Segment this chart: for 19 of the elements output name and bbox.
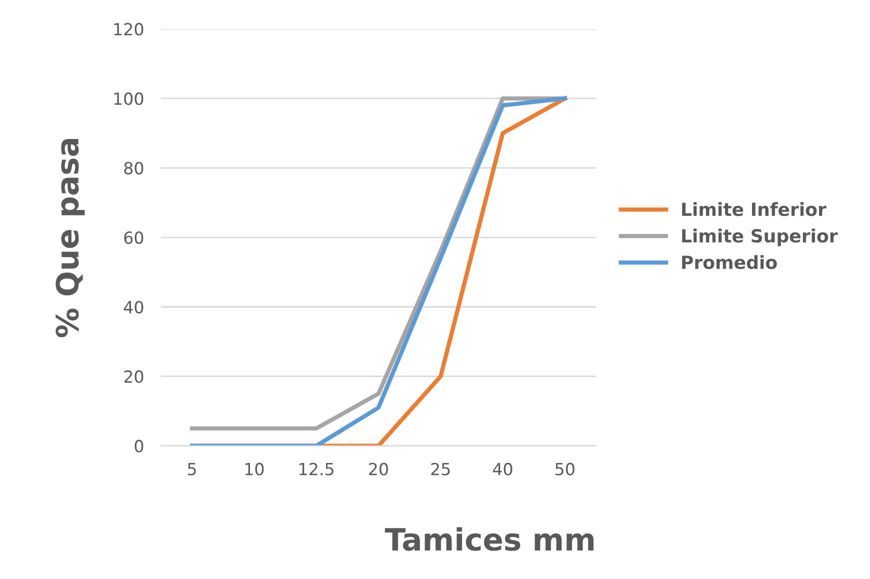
y-tick-label: 0 [134, 440, 144, 452]
legend-label: Limite Inferior [682, 202, 826, 216]
x-axis-title: Tamices mm [384, 527, 594, 551]
x-tick-label: 12.5 [300, 462, 334, 476]
y-tick-label: 100 [114, 92, 144, 105]
x-tick-label: 10 [245, 462, 264, 476]
x-tick-label: 50 [556, 462, 574, 476]
x-tick-label: 25 [431, 462, 450, 476]
x-tick-label: 20 [369, 462, 388, 476]
y-tick-label: 20 [124, 370, 144, 383]
x-tick-label: 40 [492, 462, 512, 476]
y-tick-label: 80 [124, 162, 144, 174]
y-tick-label: 40 [124, 300, 144, 314]
x-tick-label: 5 [188, 463, 196, 476]
y-tick-label: 60 [124, 231, 144, 244]
legend-label: Limite Superior [682, 228, 838, 246]
y-axis-title: % Que pasa [56, 138, 85, 338]
legend-label: Promedio [682, 255, 777, 270]
y-tick-label: 120 [114, 22, 144, 36]
